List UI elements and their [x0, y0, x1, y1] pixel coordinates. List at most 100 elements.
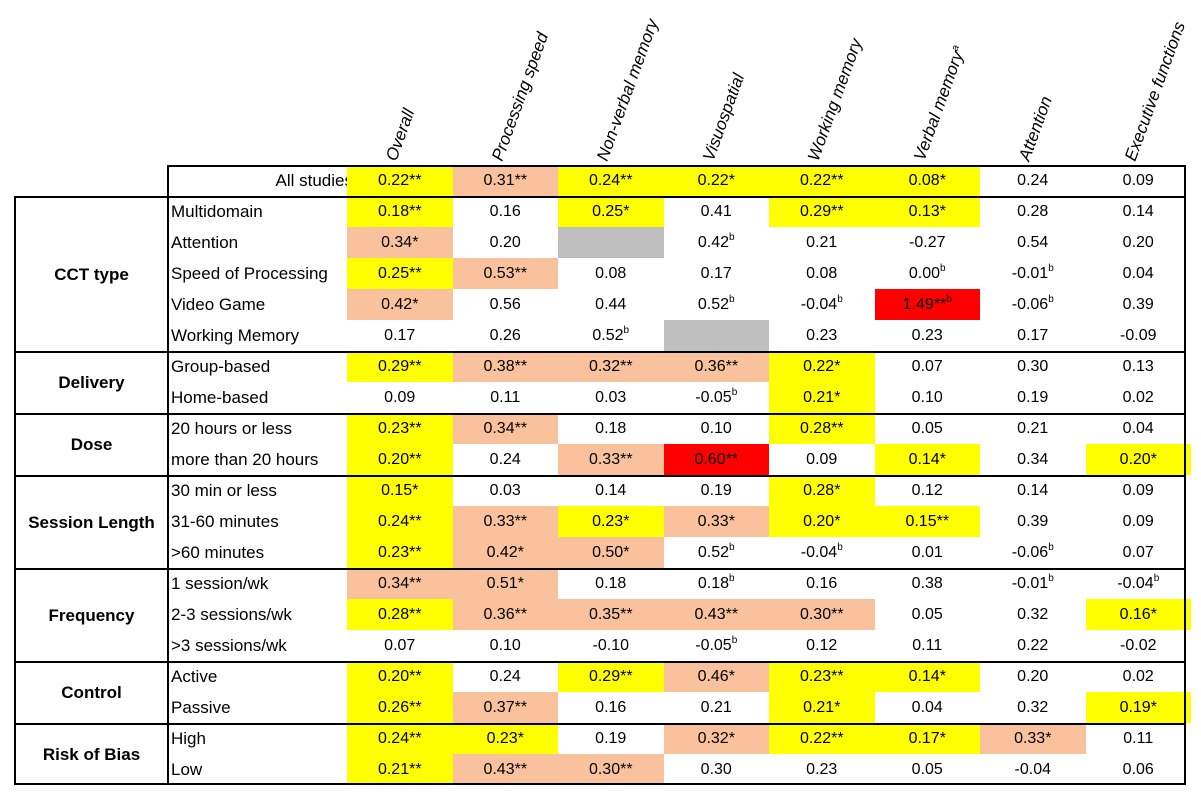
table-cell: 0.28: [980, 196, 1086, 227]
table-cell: 0.53**: [452, 258, 558, 289]
table-cell: 0.14*: [874, 661, 980, 692]
table-cell: 0.23**: [347, 537, 453, 568]
cell-superscript: b: [1048, 542, 1054, 553]
cell-value: 0.08: [806, 264, 838, 282]
table-cell: 0.24: [452, 444, 558, 475]
table-cell: 0.09: [347, 382, 453, 413]
cell-value: 0.60**: [694, 450, 739, 468]
table-cell: 0.24**: [347, 723, 453, 754]
table-cell: 0.22**: [347, 165, 453, 196]
cell-value: 0.41: [700, 202, 732, 220]
cell-value: 0.20: [1122, 233, 1154, 251]
table-cell: 0.10: [452, 630, 558, 661]
cell-value: 0.00: [908, 264, 941, 282]
cell-value: 0.17: [1017, 326, 1049, 344]
cell-value: 0.13*: [908, 202, 946, 220]
cell-value: 0.44: [595, 295, 627, 313]
row-label: 1 session/wk: [171, 573, 269, 593]
cell-value: -0.01: [1011, 574, 1049, 592]
cell-value: 0.21: [1017, 419, 1049, 437]
group-label: Frequency: [14, 568, 167, 661]
table-cell: 0.23*: [558, 506, 664, 537]
table-cell: 0.10: [874, 382, 980, 413]
cell-superscript: b: [1048, 263, 1054, 274]
table-cell: 0.24: [452, 661, 558, 692]
cell-value: 0.24: [489, 450, 521, 468]
table-cell: 0.23: [874, 320, 980, 351]
cell-value: 0.02: [1122, 667, 1154, 685]
table-cell: 0.20: [980, 661, 1086, 692]
cell-value: 0.16: [806, 574, 838, 592]
table-cell: 0.25*: [558, 196, 664, 227]
group-label: Dose: [14, 413, 167, 475]
cell-value: 0.23: [806, 760, 838, 778]
cell-value: 0.23**: [799, 667, 844, 685]
cell-value: 0.03: [595, 388, 627, 406]
table-cell: 0.21*: [769, 692, 875, 723]
cell-value: 0.16*: [1119, 605, 1157, 623]
cell-value: 0.23**: [377, 419, 422, 437]
table-cell: 0.38: [874, 568, 980, 599]
table-cell: 0.46*: [663, 661, 769, 692]
cell-value: 0.31**: [483, 171, 528, 189]
cell-value: 0.22**: [377, 171, 422, 189]
table-cell: 0.09: [1085, 506, 1191, 537]
table-cell: 0.32: [980, 692, 1086, 723]
cell-superscript: b: [623, 325, 630, 336]
table-cell: 0.22: [980, 630, 1086, 661]
table-cell: 0.18: [558, 413, 664, 444]
table-cell: -0.01 b: [980, 258, 1086, 289]
table-cell: -0.06 b: [980, 537, 1086, 568]
column-header-label: Executive functions: [1120, 19, 1189, 164]
cell-value: -0.02: [1120, 636, 1157, 654]
cell-value: -0.04: [800, 543, 838, 561]
table-cell: 0.29**: [558, 661, 664, 692]
cell-value: 0.14*: [908, 450, 946, 468]
cell-superscript: b: [837, 294, 843, 305]
table-cell: 0.08*: [874, 165, 980, 196]
cell-value: 0.09: [384, 388, 416, 406]
table-rule: [14, 196, 16, 785]
cell-value: 0.19: [700, 481, 732, 499]
row-label: Home-based: [171, 387, 269, 407]
cell-value: 0.22**: [799, 729, 844, 747]
row-label: Video Game: [171, 294, 266, 314]
cell-value: 0.30: [1017, 357, 1049, 375]
table-cell: 0.42*: [452, 537, 558, 568]
cell-value: 0.05: [911, 419, 943, 437]
table-cell: 0.34**: [347, 568, 453, 599]
cell-value: 0.14: [1122, 202, 1154, 220]
table-cell: 0.52 b: [663, 289, 769, 320]
table-cell: 0.14: [1085, 196, 1191, 227]
table-cell: 0.11: [1085, 723, 1191, 754]
cell-value: 0.53**: [483, 264, 528, 282]
cell-value: 0.29**: [377, 357, 422, 375]
table-cell: 0.28**: [769, 413, 875, 444]
table-cell: 0.39: [1085, 289, 1191, 320]
cell-superscript: b: [729, 294, 735, 305]
group-label: CCT type: [14, 196, 167, 351]
table-cell: 0.18**: [347, 196, 453, 227]
cell-value: 0.43**: [694, 605, 739, 623]
table-cell: 0.30: [663, 754, 769, 785]
cell-value: 0.14*: [908, 667, 946, 685]
cell-value: 0.24: [1017, 171, 1049, 189]
table-cell: 0.42 b: [663, 227, 769, 258]
cell-value: 0.32: [1017, 605, 1049, 623]
row-label: Low: [171, 759, 203, 779]
table-cell: 0.05: [874, 754, 980, 785]
cell-value: 0.33*: [697, 512, 735, 530]
cell-value: 0.34*: [381, 233, 419, 251]
cell-value: 0.03: [489, 481, 521, 499]
table-cell: 0.34**: [452, 413, 558, 444]
cell-value: 0.17: [384, 326, 416, 344]
table-cell: 0.39: [980, 506, 1086, 537]
cell-value: 0.28**: [799, 419, 844, 437]
cell-value: 0.24**: [377, 512, 422, 530]
cell-value: 0.19: [595, 729, 627, 747]
table-cell: 0.22**: [769, 165, 875, 196]
table-cell: 0.00 b: [874, 258, 980, 289]
cell-value: 0.42*: [486, 543, 524, 561]
table-cell: 0.32**: [558, 351, 664, 382]
cell-value: 0.42: [697, 233, 730, 251]
